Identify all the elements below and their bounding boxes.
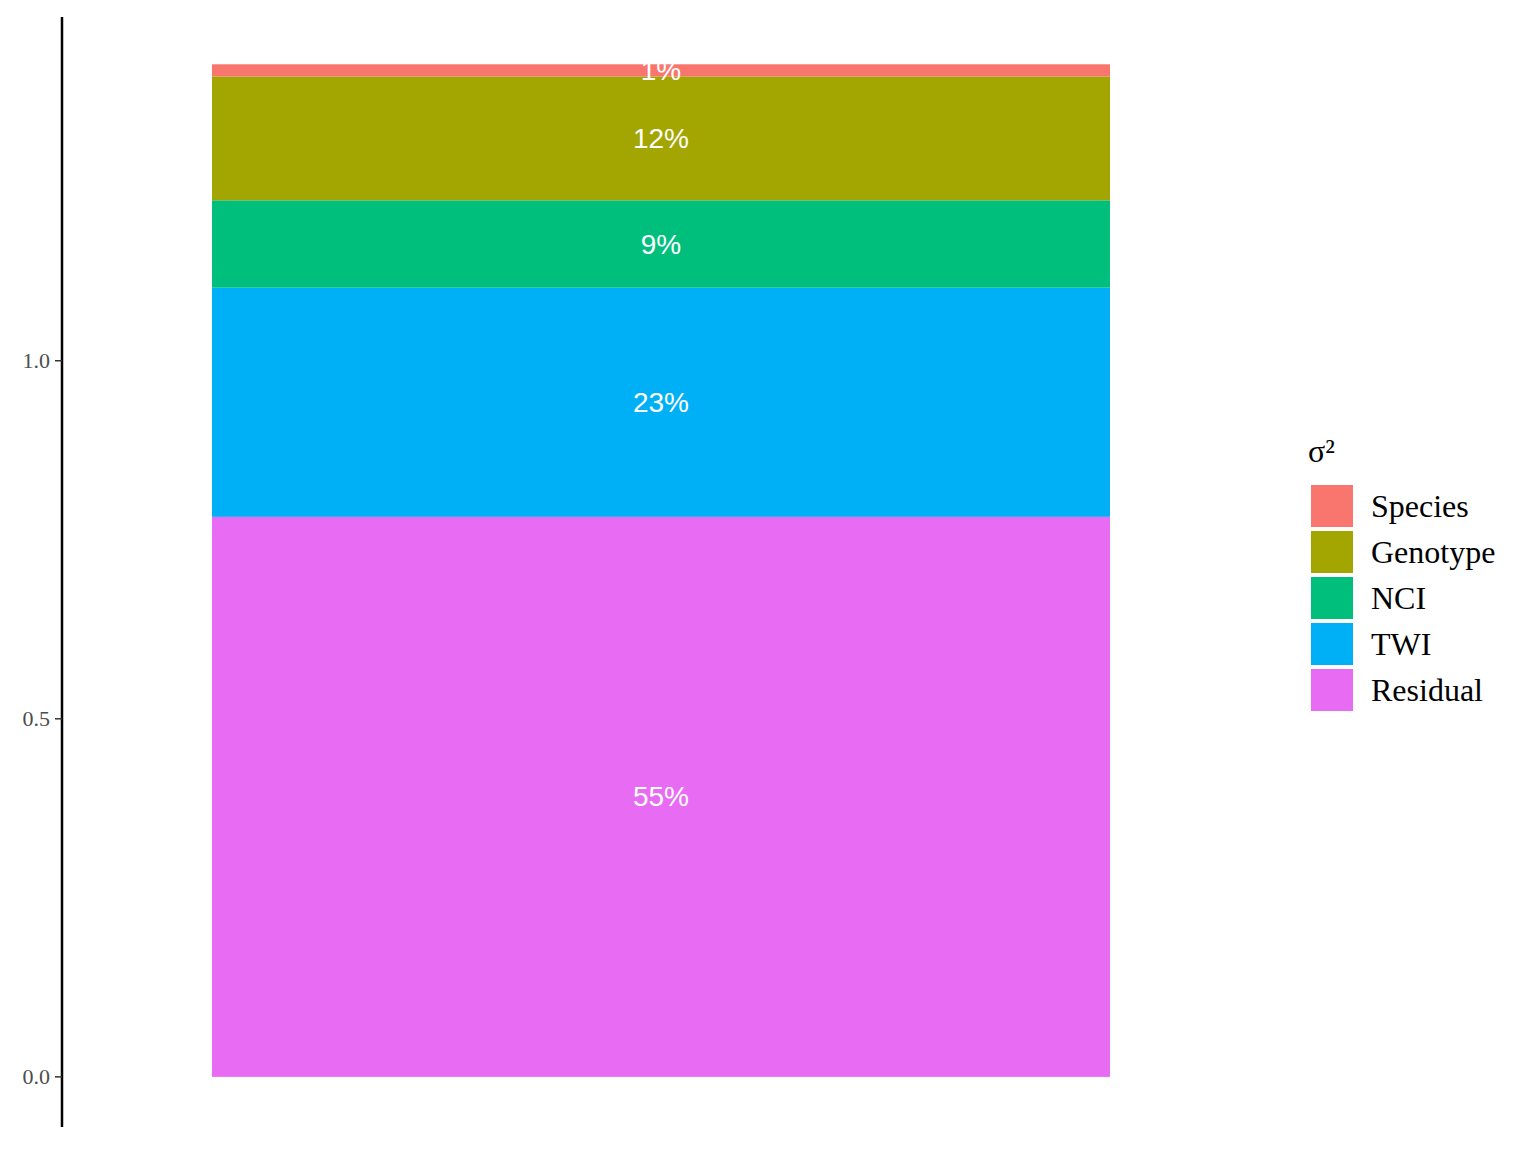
data-label: 55% <box>633 781 689 812</box>
bars <box>212 64 1110 1077</box>
legend: σ² Species Genotype NCI TWI Residual <box>1308 433 1495 711</box>
bar-segment <box>212 76 1110 200</box>
y-tick <box>55 1076 62 1078</box>
chart: 55% 23% 9% 12% 1% 0.0 0.5 1.0 σ² Species Genotype N… <box>0 0 1536 1152</box>
bar-segment <box>212 288 1110 517</box>
data-label: 12% <box>633 123 689 154</box>
data-label: 9% <box>641 229 681 260</box>
y-tick-label: 0.0 <box>23 1064 51 1089</box>
bar-segment <box>212 517 1110 1077</box>
legend-key <box>1311 623 1353 665</box>
legend-key <box>1311 531 1353 573</box>
legend-label: Residual <box>1371 672 1483 708</box>
y-tick-label: 0.5 <box>23 706 51 731</box>
legend-label: Species <box>1371 488 1469 524</box>
legend-key <box>1311 669 1353 711</box>
legend-key <box>1311 577 1353 619</box>
y-axis-line <box>61 17 64 1127</box>
legend-label: TWI <box>1371 626 1431 662</box>
data-labels: 55% 23% 9% 12% 1% <box>633 55 689 813</box>
y-tick-label: 1.0 <box>23 348 51 373</box>
legend-label: NCI <box>1371 580 1426 616</box>
legend-key <box>1311 485 1353 527</box>
y-tick <box>55 718 62 720</box>
legend-title: σ² <box>1308 433 1335 469</box>
data-label: 23% <box>633 387 689 418</box>
data-label: 1% <box>641 55 681 86</box>
legend-label: Genotype <box>1371 534 1495 570</box>
bar-segment <box>212 200 1110 287</box>
y-tick <box>55 360 62 362</box>
